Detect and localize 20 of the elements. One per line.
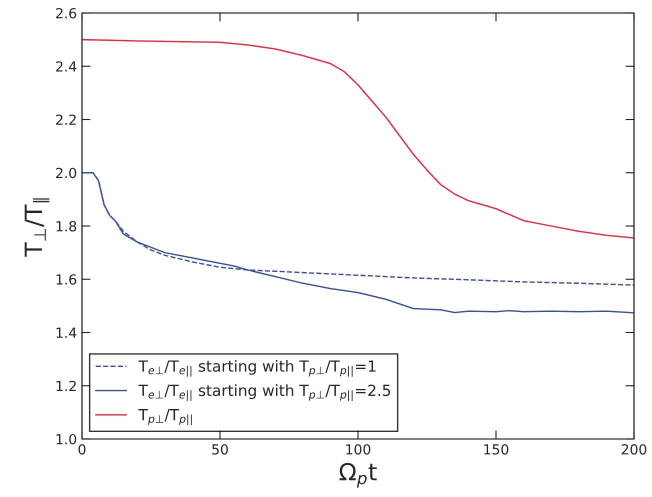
- x-tick-label: 200: [622, 444, 646, 455]
- y-tick-label: 2.0: [56, 168, 76, 178]
- y-tick-label: 1.6: [56, 274, 76, 285]
- y-tick-label: 1.0: [56, 434, 76, 444]
- text: T$_{e⊥}$/T$_{e||}$ starting with T$_{p⊥}$/T$_{p||}$=1: [138, 360, 376, 377]
- x-tick-label: 100: [346, 444, 370, 455]
- y-tick-label: 1.4: [56, 328, 76, 338]
- y-tick-label: 1.2: [56, 380, 76, 392]
- x-tick-label: 0: [78, 444, 86, 455]
- y-tick-label: 2.4: [56, 61, 76, 72]
- x-axis-title: Ω$_{p}$t: [340, 462, 377, 488]
- x-tick-label: 50: [212, 444, 228, 455]
- line-series: [82, 38, 634, 239]
- legend-label: T$_{p⊥}$/T$_{p||}$: [138, 409, 192, 426]
- y-axis-title: T$_{⊥}$/T$_{∥}$: [24, 198, 50, 257]
- text: T$_{e⊥}$/T$_{e||}$ starting with T$_{p⊥}$/T$_{p||}$=2.5: [138, 384, 390, 401]
- x-tick-label: 150: [484, 444, 508, 455]
- y-tick-label: 1.8: [56, 220, 76, 232]
- y-tick-label: 2.2: [56, 114, 76, 125]
- y-tick-label: 2.6: [56, 8, 76, 18]
